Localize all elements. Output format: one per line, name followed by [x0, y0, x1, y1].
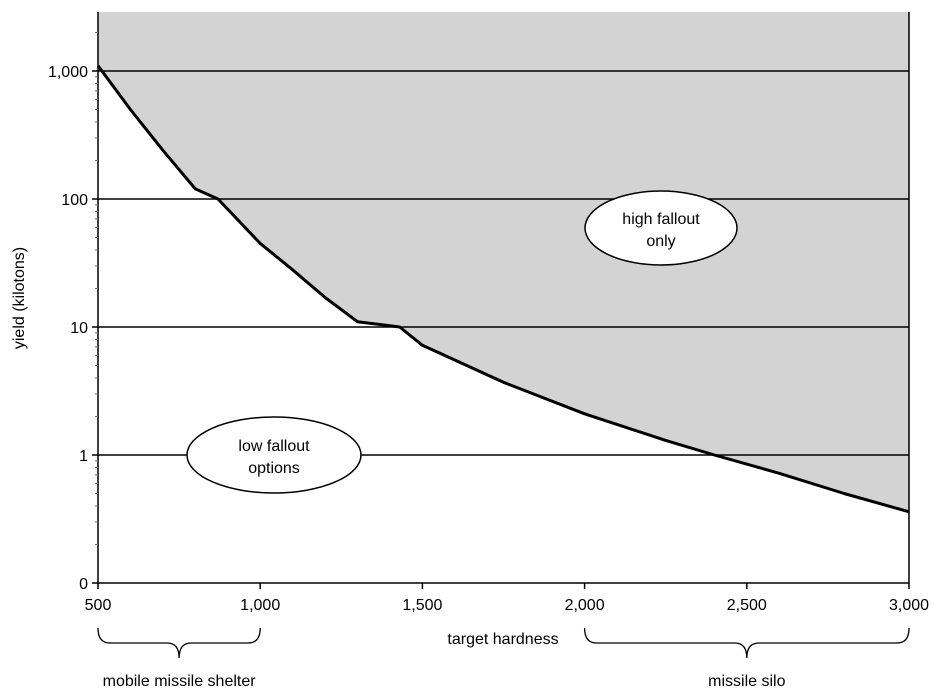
mobile-missile-shelter-label: mobile missile shelter	[103, 673, 257, 690]
y-tick-label: 0	[79, 576, 88, 593]
y-tick-label: 100	[61, 192, 88, 209]
x-axis-title: target hardness	[447, 631, 558, 648]
low-fallout-label: low fallout	[238, 438, 310, 455]
x-tick-label: 2,000	[565, 597, 605, 614]
high-fallout-label: high fallout	[622, 211, 700, 228]
high-fallout-region	[98, 12, 909, 512]
high-fallout-callout	[584, 190, 738, 266]
missile-silo-label: missile silo	[708, 673, 785, 690]
mobile-missile-shelter-brace	[97, 627, 261, 659]
low-fallout-callout	[186, 416, 362, 494]
x-tick-label: 500	[85, 597, 112, 614]
missile-silo-brace	[583, 627, 910, 659]
x-tick-label: 1,500	[402, 597, 442, 614]
y-axis-title: yield (kilotons)	[11, 247, 28, 349]
x-tick-label: 3,000	[889, 597, 929, 614]
x-tick-label: 2,500	[727, 597, 767, 614]
yield-threshold-curve	[96, 64, 910, 514]
y-tick-label: 10	[70, 320, 88, 337]
high-fallout-label: only	[646, 233, 675, 250]
x-tick-label: 1,000	[240, 597, 280, 614]
y-tick-label: 1,000	[48, 64, 88, 81]
y-tick-label: 1	[79, 448, 88, 465]
low-fallout-label: options	[248, 460, 300, 477]
